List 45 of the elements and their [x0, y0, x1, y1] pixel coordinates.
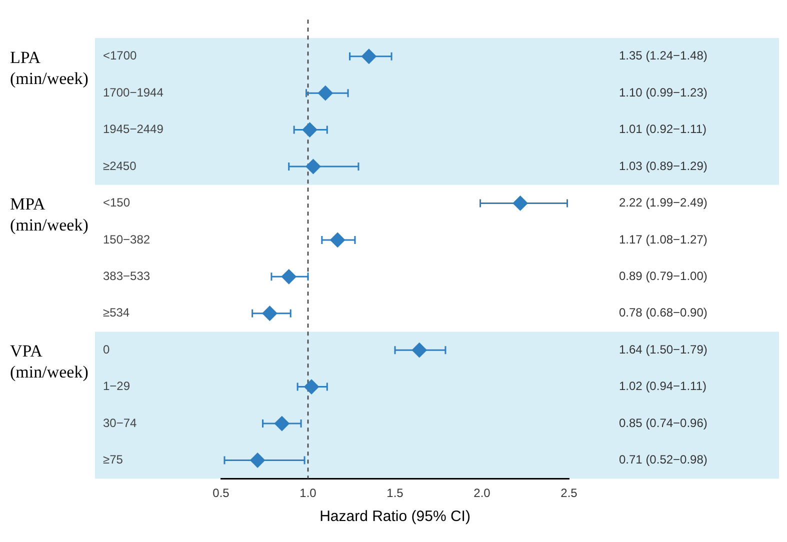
- point: [304, 379, 319, 394]
- x-tick-label: 2.5: [560, 486, 578, 500]
- y-tick-label: <150: [103, 196, 130, 210]
- data-label: 1.03 (0.89−1.29): [619, 158, 708, 173]
- point: [512, 196, 528, 211]
- y-tick-label: 0: [103, 342, 110, 356]
- data-label: 1.17 (1.08−1.27): [619, 232, 708, 246]
- data-label: 0.71 (0.52−0.98): [619, 452, 708, 467]
- y-tick-label: 30−74: [103, 416, 138, 430]
- point: [306, 159, 321, 174]
- point: [330, 232, 346, 248]
- y-tick-label: 1945−2449: [103, 122, 164, 136]
- data-label: 0.78 (0.68−0.90): [619, 306, 708, 320]
- point: [318, 86, 333, 101]
- y-tick-label: 383−533: [103, 268, 150, 283]
- point: [274, 416, 290, 432]
- point: [361, 48, 376, 64]
- y-tick-label: ≥2450: [103, 158, 137, 173]
- data-label: 0.89 (0.79−1.00): [619, 268, 708, 283]
- point: [302, 122, 318, 138]
- y-tick-label: 1−29: [103, 379, 130, 394]
- text: LPA (min/week): [10, 48, 88, 88]
- x-tick-label: 0.5: [212, 486, 230, 500]
- y-tick-label: <1700: [103, 48, 138, 63]
- point: [262, 306, 278, 321]
- data-label: 1.01 (0.92−1.11): [619, 122, 707, 136]
- data-label: 2.22 (1.99−2.49): [619, 196, 708, 210]
- point: [412, 342, 427, 358]
- y-tick-label: 150−382: [103, 232, 150, 246]
- data-label: 1.35 (1.24−1.48): [619, 48, 708, 63]
- text: MPA (min/week): [10, 194, 88, 235]
- x-tick-label: 1.5: [386, 486, 404, 500]
- data-label: 1.64 (1.50−1.79): [619, 342, 708, 356]
- x-axis-title: Hazard Ratio (95% CI): [320, 508, 470, 526]
- y-tick-label: ≥75: [103, 452, 124, 467]
- y-tick-label: ≥534: [103, 306, 130, 320]
- text: VPA (min/week): [10, 342, 88, 382]
- y-tick-label: 1700−1944: [103, 85, 164, 100]
- data-label: 1.10 (0.99−1.23): [619, 85, 708, 100]
- data-label: 0.85 (0.74−0.96): [619, 416, 708, 430]
- x-tick-label: 1.0: [300, 486, 317, 500]
- data-label: 1.02 (0.94−1.11): [619, 379, 707, 394]
- point: [281, 269, 296, 284]
- point: [250, 452, 266, 468]
- x-tick-label: 2.0: [474, 486, 491, 500]
